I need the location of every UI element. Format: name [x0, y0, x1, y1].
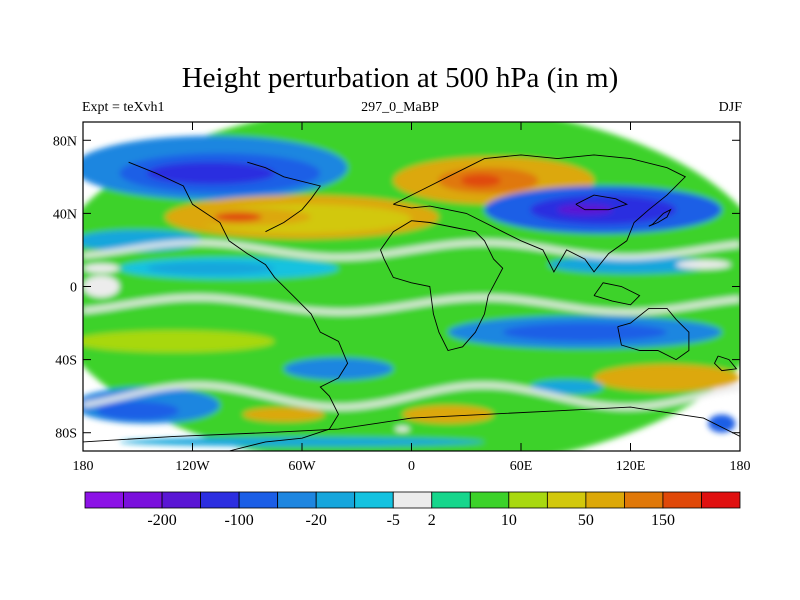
colorbar-label: 150: [651, 512, 675, 529]
x-tick-label: 60W: [288, 459, 316, 474]
field-blob: [96, 401, 179, 420]
colorbar-label: 2: [428, 512, 436, 529]
coastline: [648, 208, 672, 227]
colorbar-label: -20: [306, 512, 327, 529]
coastline: [247, 161, 322, 233]
field-blob: [214, 212, 262, 222]
colorbar-label: -5: [387, 512, 400, 529]
colorbar-swatch: [123, 491, 163, 509]
field-blob: [402, 405, 494, 424]
field-blob: [83, 330, 275, 353]
field-layers: [83, 122, 740, 451]
colorbar-swatch: [277, 491, 317, 509]
coastline: [617, 307, 690, 361]
experiment-label: Expt = teXvh1: [82, 100, 165, 115]
colorbar-label: -200: [147, 512, 176, 529]
coastline: [393, 154, 687, 273]
colorbar: -200 -100 -20 -5 2 10 50 150: [84, 491, 741, 529]
x-tick-label: 180: [73, 459, 94, 474]
coastline: [713, 355, 738, 372]
colorbar-swatch: [315, 491, 356, 509]
coastline: [83, 406, 740, 443]
colorbar-swatch: [662, 491, 702, 509]
colorbar-label: 50: [578, 512, 594, 529]
colorbar-swatch: [161, 491, 201, 509]
coastline: [379, 220, 504, 352]
axes: 180 120W 60W 0 60E 120E 180 80N 40N 0 40S 80S: [53, 122, 751, 474]
field-blob: [242, 407, 325, 422]
x-tick-label: 180: [730, 459, 751, 474]
y-tick-label: 0: [70, 281, 77, 296]
chart-title: Height perturbation at 500 hPa (in m): [181, 62, 619, 94]
field-blob: [708, 414, 736, 433]
field-blob: [283, 357, 394, 380]
colorbar-swatch: [354, 491, 394, 509]
coastline: [128, 161, 349, 451]
field-blob: [146, 261, 275, 275]
field-blob: [676, 259, 731, 270]
zero-band: [83, 239, 740, 261]
case-label: 297_0_MaBP: [361, 100, 439, 115]
coastline: [593, 282, 641, 306]
colorbar-swatch: [431, 491, 471, 509]
field-blob: [502, 323, 667, 342]
season-label: DJF: [718, 100, 742, 115]
field-blob: [146, 162, 275, 185]
colorbar-label: -100: [224, 512, 253, 529]
field-blob: [395, 426, 410, 432]
field-blob: [460, 174, 501, 187]
field-blob: [119, 437, 485, 447]
field-blob: [530, 379, 604, 395]
colorbar-swatch: [701, 491, 741, 509]
zero-band: [83, 294, 740, 316]
field-blob: [594, 364, 740, 392]
colorbar-swatch: [508, 491, 548, 509]
colorbar-swatch: [469, 491, 510, 509]
field-blob: [83, 263, 120, 273]
x-tick-label: 60E: [510, 459, 533, 474]
coastlines: [83, 154, 740, 451]
colorbar-swatch: [624, 491, 664, 509]
y-tick-label: 40S: [55, 354, 77, 369]
colorbar-swatch: [392, 491, 433, 509]
y-tick-label: 40N: [53, 207, 77, 222]
field-blob: [548, 255, 713, 274]
field-blob: [83, 275, 120, 298]
colorbar-label: 10: [501, 512, 517, 529]
x-tick-label: 120E: [616, 459, 646, 474]
colorbar-swatch: [585, 491, 625, 509]
height-field: [83, 122, 740, 451]
y-tick-label: 80S: [55, 427, 77, 442]
y-tick-label: 80N: [53, 134, 77, 149]
coastline: [575, 194, 629, 211]
colorbar-swatch: [84, 491, 124, 509]
x-tick-label: 0: [408, 459, 415, 474]
colorbar-swatch: [238, 491, 279, 509]
x-tick-label: 120W: [175, 459, 210, 474]
colorbar-swatch: [200, 491, 240, 509]
colorbar-swatch: [546, 491, 587, 509]
